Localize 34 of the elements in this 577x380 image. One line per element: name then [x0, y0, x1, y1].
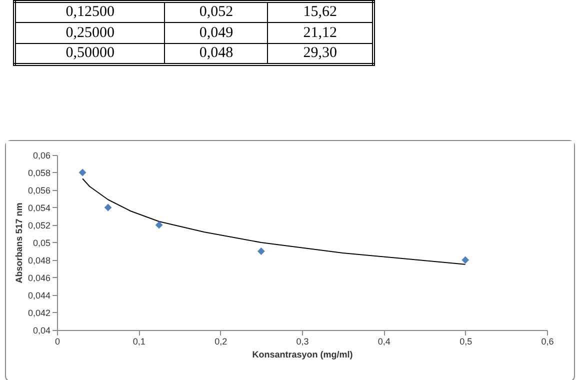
y-tick-label: 0,056 — [28, 186, 50, 196]
y-tick-label: 0,04 — [32, 326, 50, 336]
point — [462, 256, 470, 264]
text: 0,049 — [164, 22, 268, 44]
text: 15,62 — [268, 2, 374, 22]
text: 0,12500 — [14, 2, 165, 22]
x-tick-label: 0,6 — [541, 336, 554, 346]
text: 21,12 — [268, 22, 374, 44]
text: 29,30 — [268, 44, 374, 64]
y-tick-label: 0,054 — [28, 203, 50, 213]
y-axis-title: Absorbans 517 nm — [14, 202, 24, 284]
y-tick-label: 0,058 — [28, 168, 50, 178]
y-tick-label: 0,052 — [28, 220, 50, 230]
x-tick-label: 0,2 — [214, 336, 228, 346]
point — [155, 221, 163, 229]
y-tick-label: 0,042 — [28, 308, 50, 318]
text: 0,25000 — [14, 22, 165, 44]
text: 0,048 — [164, 44, 268, 64]
x-tick-label: 0,4 — [378, 336, 390, 346]
text: 0,052 — [164, 2, 268, 22]
point — [104, 204, 112, 212]
y-tick-label: 0,046 — [28, 273, 50, 283]
x-tick-label: 0 — [54, 336, 60, 346]
point — [78, 168, 86, 176]
x-tick-label: 0,5 — [460, 336, 472, 346]
text: 0,50000 — [14, 44, 165, 64]
x-tick-label: 0,1 — [132, 336, 146, 346]
x-axis-title: Konsantrasyon (mg/ml) — [252, 350, 353, 360]
y-tick-label: 0,048 — [28, 256, 50, 266]
x-tick-label: 0,3 — [296, 336, 309, 346]
point — [257, 248, 265, 255]
y-tick-label: 0,06 — [32, 150, 50, 160]
y-tick-label: 0,044 — [28, 290, 50, 300]
y-tick-label: 0,05 — [32, 238, 50, 248]
